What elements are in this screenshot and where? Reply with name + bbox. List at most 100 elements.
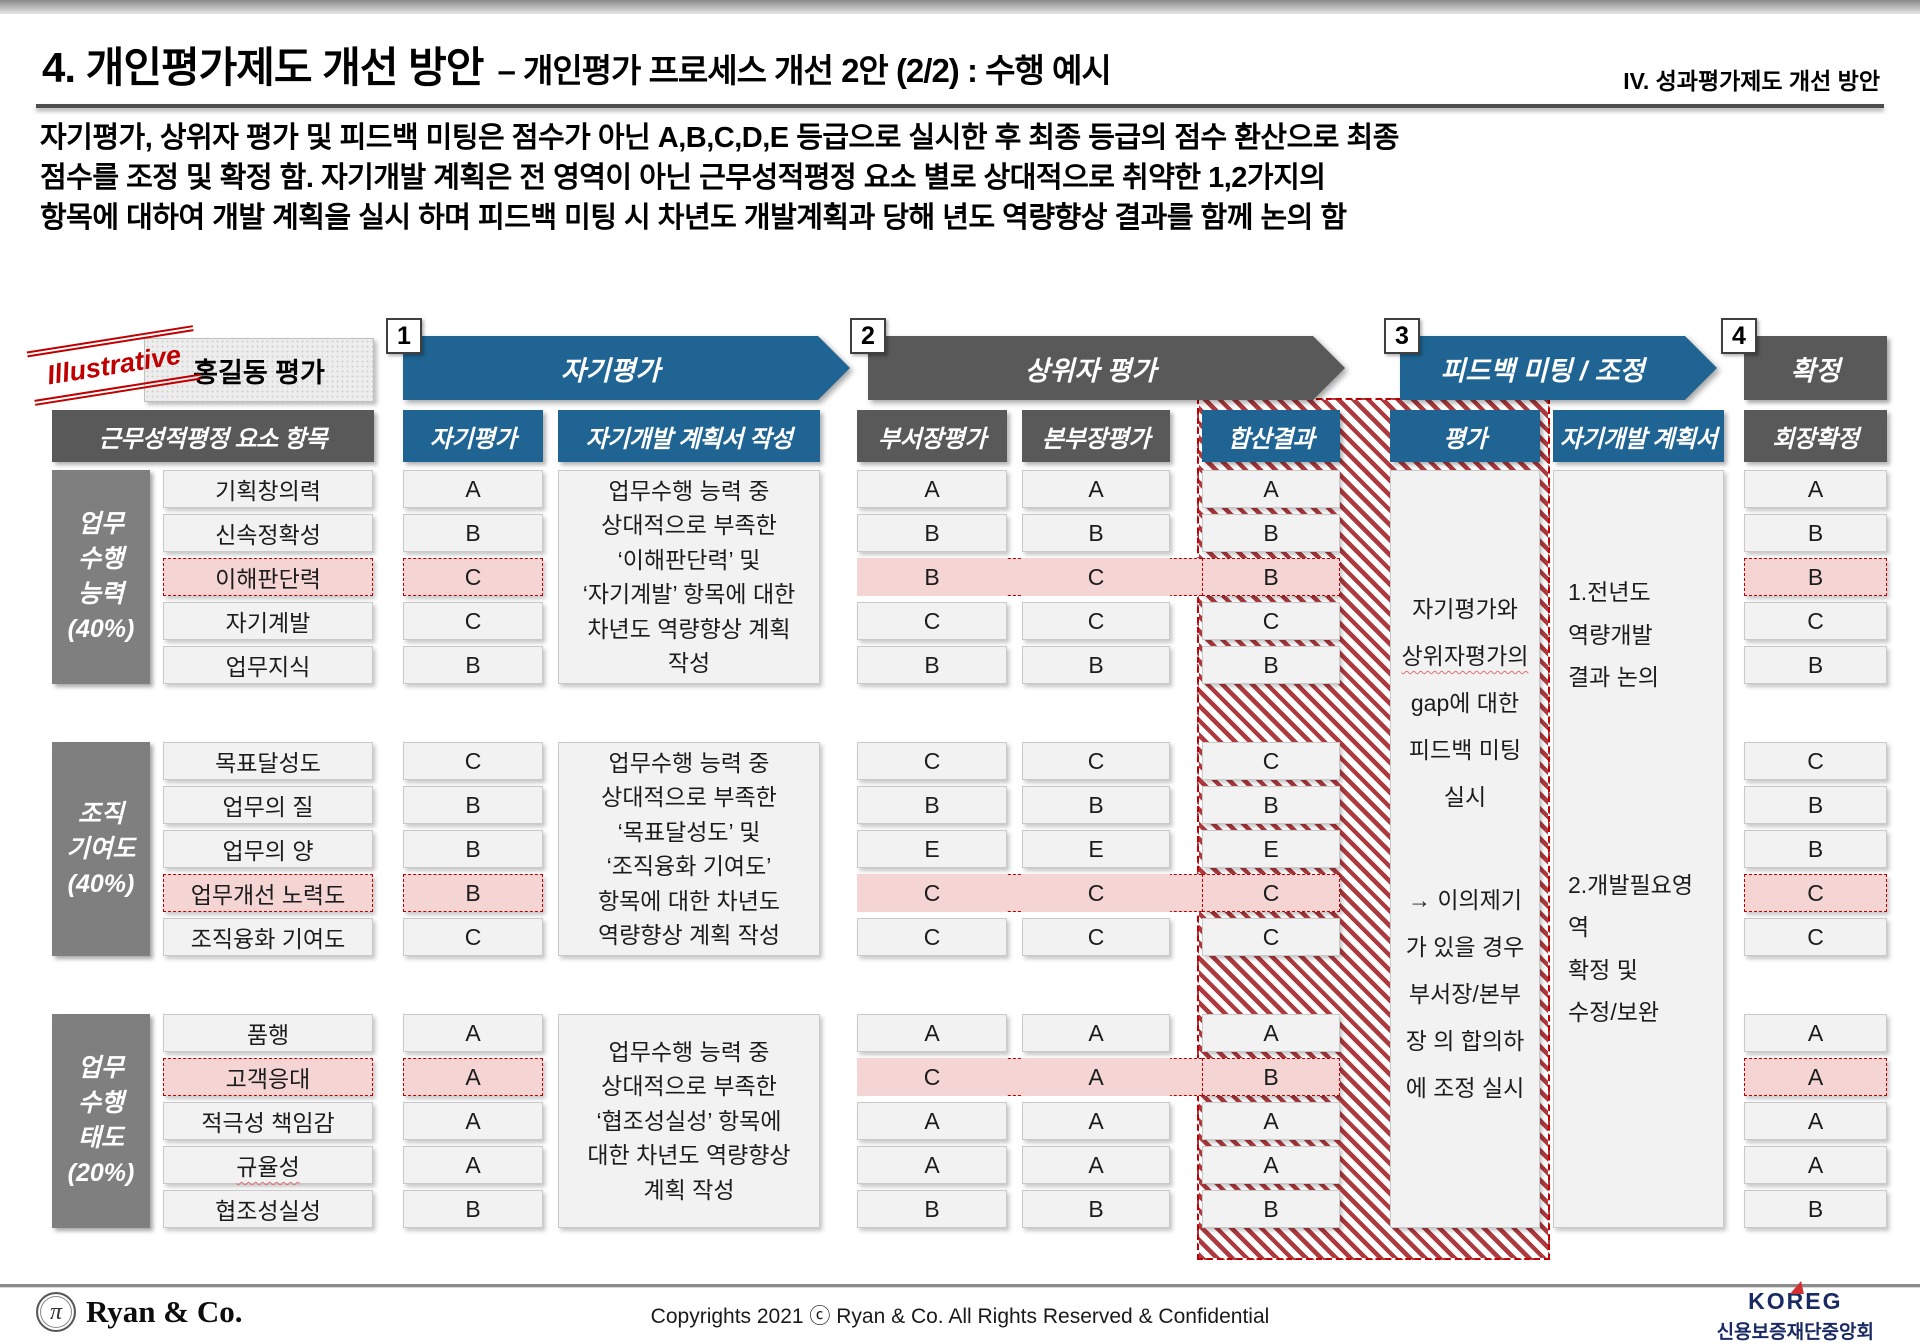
- pi-logo-icon: π: [36, 1292, 76, 1332]
- grade-chairman: C: [1744, 874, 1887, 912]
- item-label: 규율성: [163, 1146, 373, 1184]
- grade-self: B: [403, 830, 543, 868]
- stage-arrow-feedback-label: 피드백 미팅 / 조정: [1400, 336, 1717, 400]
- stage-arrow-self-eval: 자기평가: [403, 336, 850, 400]
- item-label: 신속정확성: [163, 514, 373, 552]
- item-label-highlighted: 고객응대: [163, 1058, 373, 1096]
- grade-division: B: [1022, 514, 1170, 552]
- grade-self: C: [403, 918, 543, 956]
- stage-number-3: 3: [1384, 318, 1420, 354]
- grade-division: B: [1022, 786, 1170, 824]
- feedback-line-2: 상위자평가의: [1401, 642, 1529, 669]
- item-label: 자기계발: [163, 602, 373, 640]
- item-label-text: 규율성: [236, 1154, 300, 1180]
- section-tag: IV. 성과평가제도 개선 방안: [1623, 68, 1880, 94]
- grade-self: C: [403, 602, 543, 640]
- grade-self: A: [403, 1014, 543, 1052]
- grade-chairman: C: [1744, 742, 1887, 780]
- grade-combined: A: [1202, 1146, 1340, 1184]
- grade-chairman: B: [1744, 830, 1887, 868]
- grade-division: E: [1022, 830, 1170, 868]
- grade-chairman: B: [1744, 786, 1887, 824]
- item-label: 목표달성도: [163, 742, 373, 780]
- feedback-paragraph-1: 자기평가와 상위자평가의 gap에 대한 피드백 미팅 실시: [1399, 586, 1531, 822]
- grade-combined: C: [1202, 602, 1340, 640]
- grade-chairman: C: [1744, 918, 1887, 956]
- org-logo: KOREG 신용보증재단중앙회: [1717, 1281, 1874, 1344]
- category-work-ability: 업무 수행 능력 (40%): [52, 470, 150, 684]
- grade-dept: C: [857, 918, 1007, 956]
- dev-doc-note: 1.전년도 역량개발 결과 논의 2.개발필요영역 확정 및 수정/보완: [1553, 470, 1724, 1228]
- grade-combined: A: [1202, 1102, 1340, 1140]
- grade-combined: B: [1202, 514, 1340, 552]
- grade-dept: C: [857, 602, 1007, 640]
- copyright-text: Copyrights 2021 ⓒ Ryan & Co. All Rights …: [650, 1305, 1270, 1328]
- intro-paragraph: 자기평가, 상위자 평가 및 피드백 미팅은 점수가 아닌 A,B,C,D,E …: [40, 122, 1399, 235]
- grade-dept: A: [857, 1014, 1007, 1052]
- grade-division: A: [1022, 470, 1170, 508]
- item-label-highlighted: 이해판단력: [163, 558, 373, 596]
- column-header-division: 본부장평가: [1022, 410, 1170, 462]
- company-name: Ryan & Co.: [86, 1294, 243, 1329]
- grade-self: B: [403, 1190, 543, 1228]
- grade-self: C: [403, 558, 543, 596]
- koreg-logo-text: KOREG: [1748, 1281, 1842, 1315]
- grade-division: A: [1022, 1058, 1170, 1096]
- category-work-attitude: 업무 수행 태도 (20%): [52, 1014, 150, 1228]
- grade-division: C: [1022, 558, 1170, 596]
- column-header-self-dev: 자기개발 계획서 작성: [558, 410, 820, 462]
- category-org-contribution: 조직 기여도 (40%): [52, 742, 150, 956]
- grade-combined: A: [1202, 470, 1340, 508]
- grade-chairman: A: [1744, 1102, 1887, 1140]
- item-label: 기획창의력: [163, 470, 373, 508]
- dev-plan-note-1: 업무수행 능력 중 상대적으로 부족한 ‘이해판단력’ 및 ‘자기계발’ 항목에…: [558, 470, 820, 684]
- item-label-highlighted: 업무개선 노력도: [163, 874, 373, 912]
- grade-division: B: [1022, 1190, 1170, 1228]
- grade-combined: C: [1202, 874, 1340, 912]
- grade-combined: B: [1202, 1058, 1340, 1096]
- grade-self: B: [403, 514, 543, 552]
- column-header-dev-doc: 자기개발 계획서: [1553, 410, 1724, 462]
- column-header-self: 자기평가: [403, 410, 543, 462]
- grade-self: B: [403, 786, 543, 824]
- stage-arrow-feedback: 피드백 미팅 / 조정: [1400, 336, 1717, 400]
- grade-combined: C: [1202, 742, 1340, 780]
- grade-combined: B: [1202, 1190, 1340, 1228]
- grade-combined: C: [1202, 918, 1340, 956]
- grade-dept: B: [857, 786, 1007, 824]
- grade-combined: B: [1202, 558, 1340, 596]
- grade-self: B: [403, 874, 543, 912]
- dev-plan-note-2: 업무수행 능력 중 상대적으로 부족한 ‘목표달성도’ 및 ‘조직융화 기여도’…: [558, 742, 820, 956]
- top-gradient-bar: [0, 0, 1920, 14]
- dev-plan-note-3: 업무수행 능력 중 상대적으로 부족한 ‘협조성실성’ 항목에 대한 차년도 역…: [558, 1014, 820, 1228]
- footer-divider: [0, 1284, 1920, 1287]
- page-title: 4. 개인평가제도 개선 방안 – 개인평가 프로세스 개선 2안 (2/2) …: [42, 34, 1572, 95]
- grade-combined: E: [1202, 830, 1340, 868]
- grade-self: A: [403, 1058, 543, 1096]
- item-label: 품행: [163, 1014, 373, 1052]
- grade-dept: B: [857, 1190, 1007, 1228]
- grade-chairman: B: [1744, 1190, 1887, 1228]
- grade-dept: C: [857, 1058, 1007, 1096]
- grade-dept: A: [857, 1102, 1007, 1140]
- item-label: 적극성 책임감: [163, 1102, 373, 1140]
- column-header-dept: 부서장평가: [857, 410, 1007, 462]
- grade-self: A: [403, 1146, 543, 1184]
- grade-self: A: [403, 470, 543, 508]
- column-header-factors: 근무성적평정 요소 항목: [52, 410, 374, 462]
- grade-combined: B: [1202, 646, 1340, 684]
- item-label: 협조성실성: [163, 1190, 373, 1228]
- dev-doc-note-1: 1.전년도 역량개발 결과 논의: [1568, 579, 1660, 691]
- column-header-chairman: 회장확정: [1744, 410, 1887, 462]
- grade-combined: B: [1202, 786, 1340, 824]
- item-label: 업무의 양: [163, 830, 373, 868]
- grade-chairman: A: [1744, 1058, 1887, 1096]
- grade-division: B: [1022, 646, 1170, 684]
- grade-chairman: A: [1744, 1014, 1887, 1052]
- grade-division: C: [1022, 874, 1170, 912]
- stage-number-2: 2: [850, 318, 886, 354]
- grade-chairman: A: [1744, 1146, 1887, 1184]
- grade-division: C: [1022, 602, 1170, 640]
- stage-number-4: 4: [1721, 318, 1757, 354]
